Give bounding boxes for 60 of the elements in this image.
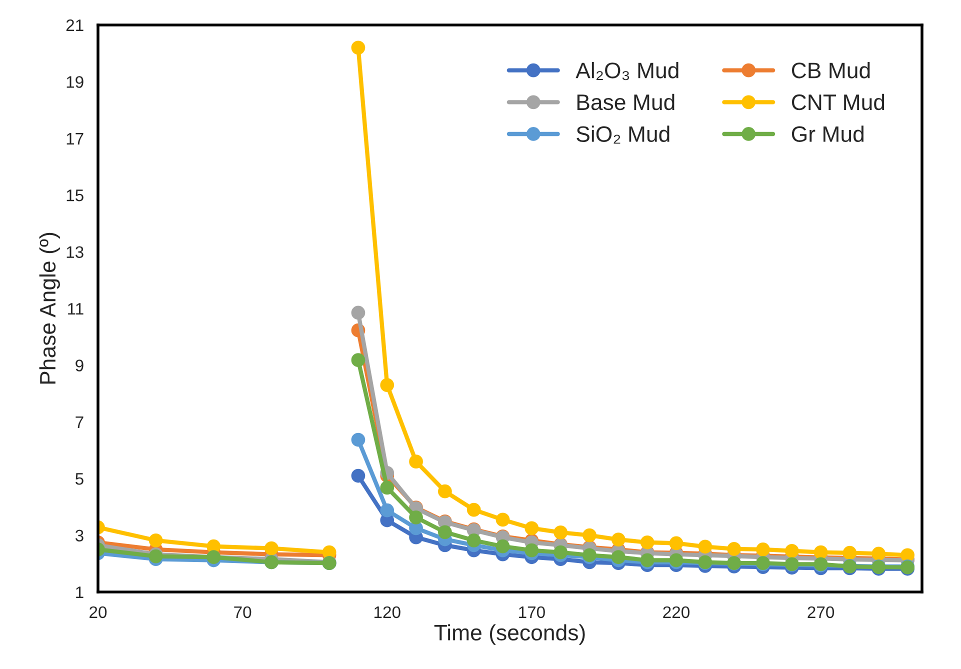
point — [611, 550, 626, 564]
legend-label: SiO₂ Mud — [576, 126, 670, 144]
legend-label: Al₂O₃ Mud — [576, 62, 678, 80]
x-tick-label: 220 — [663, 606, 690, 618]
point — [554, 545, 568, 560]
legend-label: CNT Mud — [792, 94, 884, 110]
point — [524, 521, 539, 536]
y-tick-label: 11 — [68, 303, 84, 315]
point — [727, 542, 742, 556]
y-tick-label: 17 — [66, 132, 84, 144]
x-tick-label: 120 — [374, 606, 400, 618]
point — [409, 510, 423, 524]
point — [611, 532, 626, 546]
point — [351, 40, 366, 55]
point — [380, 480, 394, 495]
y-tick-label: 3 — [75, 530, 84, 542]
point — [640, 535, 654, 550]
point — [380, 503, 394, 518]
point — [466, 533, 481, 548]
x-tick-label: 170 — [519, 606, 545, 618]
y-tick-label: 13 — [66, 246, 84, 258]
x-axis-title: Time (seconds) — [434, 624, 585, 645]
x-tick-label: 20 — [90, 606, 107, 618]
point — [582, 528, 596, 542]
point — [496, 512, 510, 527]
point — [351, 353, 366, 368]
y-tick-label: 19 — [66, 76, 84, 88]
point — [351, 432, 366, 447]
point — [264, 541, 278, 556]
point — [380, 378, 394, 392]
point — [438, 484, 452, 498]
point — [872, 546, 886, 561]
point — [438, 525, 452, 540]
point — [148, 533, 163, 548]
y-tick-label: 7 — [76, 416, 84, 428]
y-tick-label: 1 — [76, 586, 84, 598]
point — [698, 540, 712, 554]
legend-label: Base Mud — [577, 94, 674, 110]
point — [409, 454, 423, 469]
point — [669, 536, 684, 550]
point — [784, 544, 799, 558]
point — [814, 545, 828, 560]
point — [496, 539, 510, 554]
legend-label: CB Mud — [792, 62, 870, 78]
point — [466, 502, 481, 517]
point — [351, 468, 366, 483]
legend-label: Gr Mud — [792, 126, 864, 142]
point — [351, 306, 366, 320]
y-tick-label: 9 — [76, 360, 84, 372]
point — [756, 542, 770, 556]
x-tick-label: 270 — [808, 606, 834, 618]
point — [900, 548, 914, 562]
point — [524, 543, 539, 558]
point — [842, 546, 857, 560]
y-tick-label: 21 — [66, 19, 84, 32]
y-axis-title: Phase Angle (º) — [39, 232, 60, 384]
y-tick-label: 5 — [76, 473, 84, 485]
x-tick-label: 70 — [234, 606, 252, 618]
y-tick-label: 15 — [66, 190, 84, 202]
point — [554, 526, 568, 540]
